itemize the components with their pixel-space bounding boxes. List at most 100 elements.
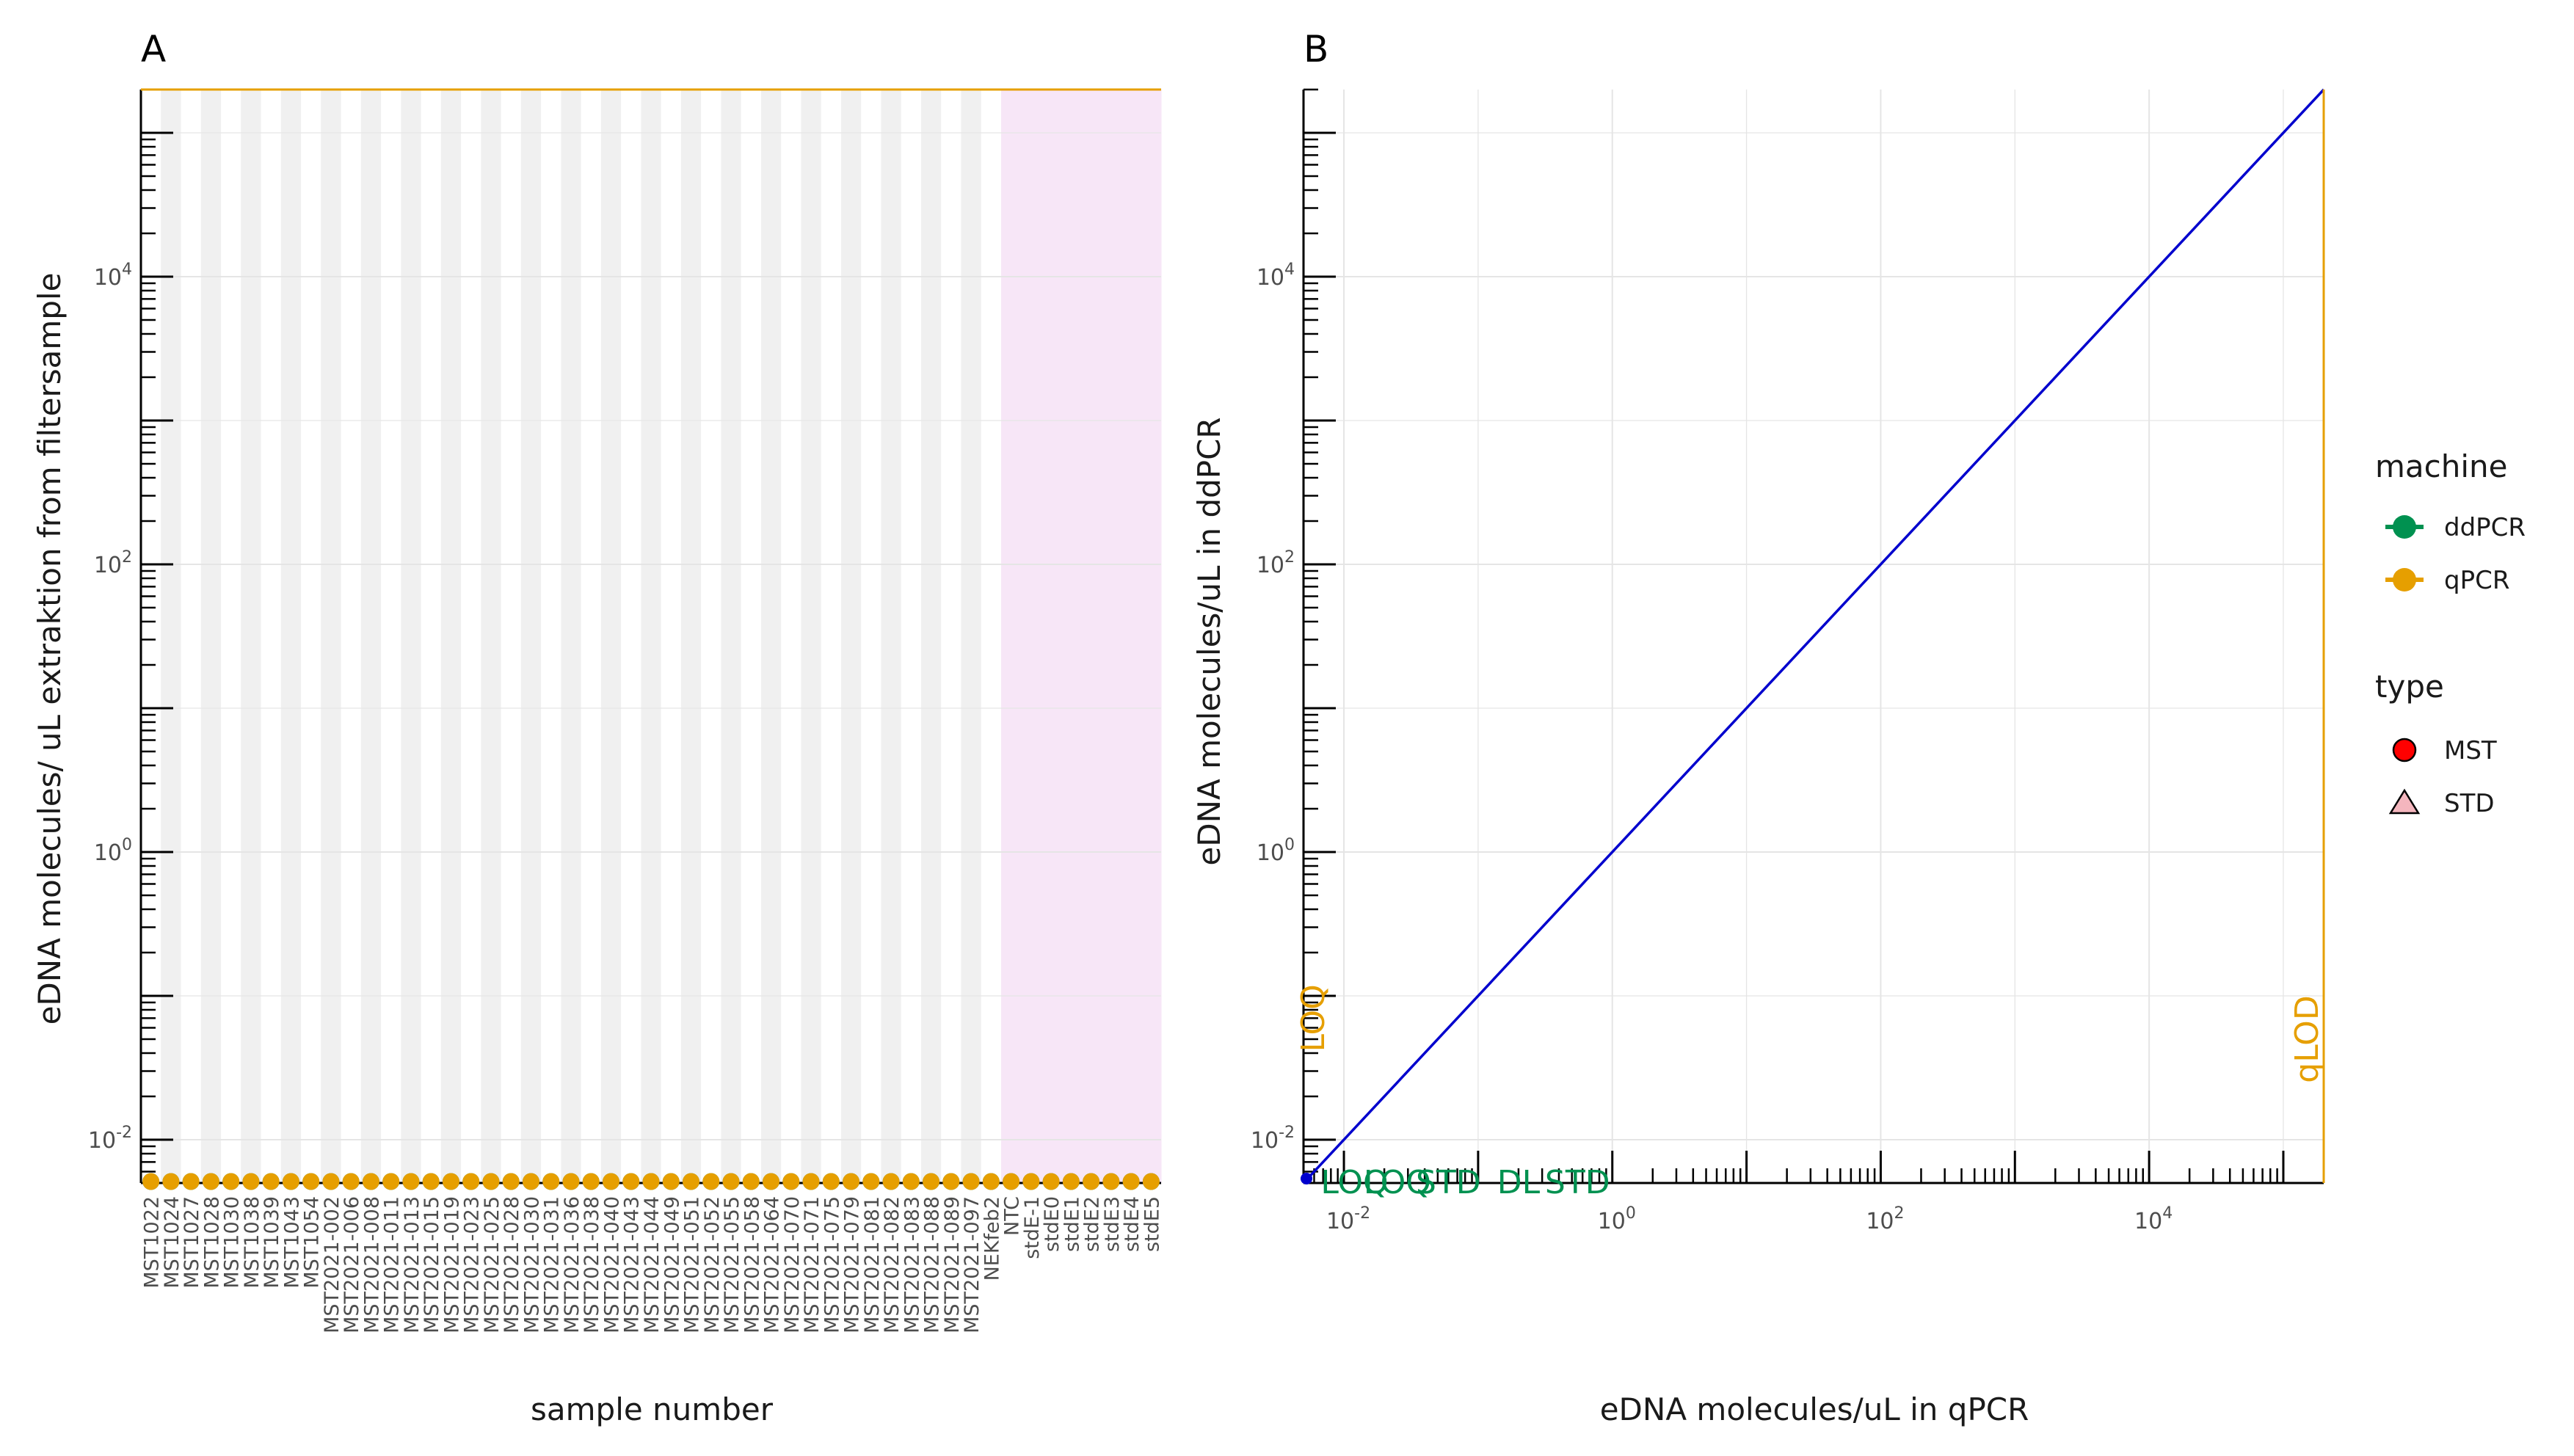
x-tick-label: MST2021-019 [440, 1196, 463, 1333]
point-qpcr [862, 1173, 880, 1190]
legend-type-items: MST STD [2388, 736, 2497, 818]
band-std [1080, 90, 1102, 1183]
x-tick-label: MST2021-058 [741, 1196, 763, 1333]
legend-swatch-point [2393, 568, 2416, 592]
band-sample [241, 90, 261, 1183]
band-std [1000, 90, 1022, 1183]
x-tick-label: MST2021-049 [661, 1196, 683, 1333]
band-sample [961, 90, 981, 1183]
band-sample [401, 90, 421, 1183]
panel-a-x-axis: MST1022MST1024MST1027MST1028MST1030MST10… [141, 1182, 1163, 1333]
band-std [1021, 90, 1041, 1183]
point-qpcr [182, 1173, 200, 1190]
x-tick-label: MST2021-089 [941, 1196, 964, 1333]
panel-a-y-axis: 10-2 100 102 104 [88, 88, 173, 1184]
point-qpcr [982, 1173, 1000, 1190]
band-sample [481, 90, 501, 1183]
panel-b-y-axis: 10-2 100 102 104 [1251, 88, 1336, 1184]
legend-shape-circle [2392, 738, 2417, 762]
x-tick-label: MST2021-064 [761, 1196, 784, 1333]
x-tick-label: MST2021-075 [821, 1196, 843, 1333]
x-tick-label: 104 [2134, 1204, 2173, 1234]
legend-label: STD [2444, 789, 2495, 818]
point-qpcr [162, 1173, 180, 1190]
band-sample [561, 90, 581, 1183]
panel-a-tag: A [141, 28, 166, 70]
x-tick-label: MST1039 [261, 1196, 283, 1289]
point-qpcr [1022, 1173, 1040, 1190]
panel-b-grid [1304, 90, 2324, 1183]
band-std [1061, 90, 1082, 1183]
point-qpcr [1062, 1173, 1080, 1190]
x-tick-label: stdE4 [1121, 1196, 1144, 1252]
x-tick-label: NEKfeb2 [981, 1196, 1003, 1281]
point-qpcr [802, 1173, 820, 1190]
point-qpcr [262, 1173, 280, 1190]
panel-a-x-axis-title: sample number [531, 1391, 774, 1427]
band-sample [760, 90, 782, 1183]
point-origin [1301, 1173, 1312, 1184]
point-qpcr [923, 1173, 940, 1190]
legend-machine-items: ddPCR qPCR [2385, 513, 2526, 595]
band-std [1141, 90, 1162, 1183]
point-qpcr [542, 1173, 560, 1190]
point-qpcr [582, 1173, 600, 1190]
x-tick-label: MST2021-013 [401, 1196, 423, 1333]
legend: machine ddPCR qPCR type MST STD [2375, 448, 2526, 818]
y-tick-label: 104 [94, 261, 132, 291]
point-qpcr [1142, 1173, 1160, 1190]
x-tick-label: MST2021-088 [921, 1196, 944, 1333]
x-tick-label: MST2021-031 [541, 1196, 564, 1333]
panel-b-x-axis-title: eDNA molecules/uL in qPCR [1600, 1391, 2029, 1427]
x-tick-label: MST2021-015 [421, 1196, 443, 1333]
point-qpcr [722, 1173, 740, 1190]
point-qpcr [622, 1173, 640, 1190]
x-tick-label: MST1054 [301, 1196, 324, 1289]
x-tick-label: stdE0 [1041, 1196, 1064, 1252]
x-tick-label: MST2021-055 [721, 1196, 744, 1333]
point-qpcr [402, 1173, 420, 1190]
point-qpcr [342, 1173, 360, 1190]
x-tick-label: NTC [1001, 1196, 1024, 1236]
x-tick-label: MST2021-006 [341, 1196, 363, 1333]
x-tick-label: stdE2 [1081, 1196, 1104, 1252]
x-tick-label: stdE3 [1101, 1196, 1124, 1252]
band-sample [840, 90, 862, 1183]
y-tick-label: 100 [94, 836, 132, 866]
point-qpcr [602, 1173, 619, 1190]
band-sample [641, 90, 661, 1183]
band-std [1041, 90, 1062, 1183]
x-tick-label: MST1027 [181, 1196, 203, 1289]
point-qpcr [1083, 1173, 1100, 1190]
x-tick-label: MST2021-043 [621, 1196, 644, 1333]
point-qpcr [362, 1173, 379, 1190]
legend-label: qPCR [2444, 566, 2509, 595]
x-tick-label: MST2021-011 [381, 1196, 404, 1333]
band-sample [360, 90, 382, 1183]
point-qpcr [282, 1173, 299, 1190]
x-tick-label: MST2021-082 [881, 1196, 904, 1333]
y-tick-label: 10-2 [1251, 1124, 1295, 1154]
panel-b-tag: B [1304, 28, 1328, 70]
band-sample [600, 90, 622, 1183]
point-qpcr [382, 1173, 400, 1190]
band-sample [321, 90, 341, 1183]
band-sample [680, 90, 702, 1183]
annotation-label: LOQ [1295, 984, 1332, 1052]
point-qpcr [242, 1173, 260, 1190]
x-tick-label: MST2021-051 [681, 1196, 704, 1333]
legend-swatch-point [2393, 515, 2416, 539]
panel-b-y-axis-title: eDNA molecules/uL in ddPCR [1191, 417, 1227, 865]
band-sample [161, 90, 181, 1183]
point-qpcr [302, 1173, 320, 1190]
x-tick-label: MST2021-002 [321, 1196, 343, 1333]
point-qpcr [562, 1173, 580, 1190]
x-tick-label: MST2021-040 [600, 1196, 623, 1333]
point-qpcr [683, 1173, 700, 1190]
x-tick-label: MST2021-052 [701, 1196, 724, 1333]
x-tick-label: MST2021-008 [360, 1196, 383, 1333]
point-qpcr [782, 1173, 800, 1190]
band-std [1101, 90, 1121, 1183]
